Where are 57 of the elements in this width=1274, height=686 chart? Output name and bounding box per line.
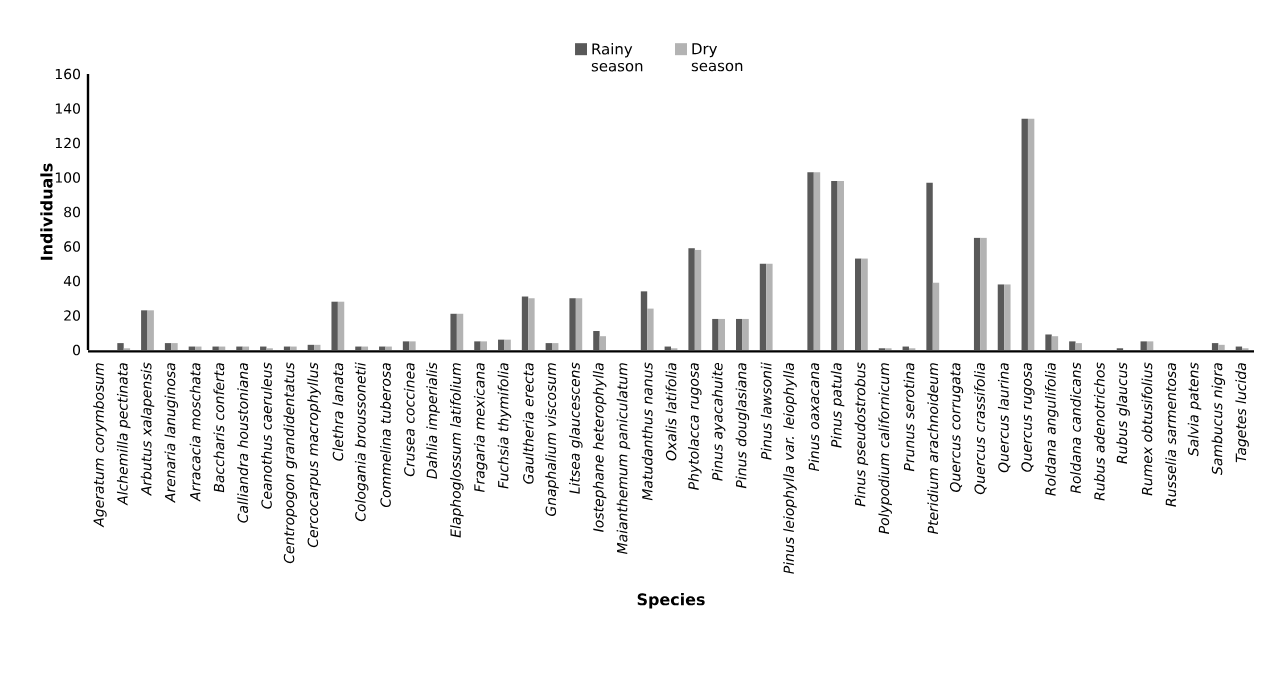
bar	[521, 296, 529, 350]
bar	[331, 301, 338, 350]
bar	[831, 180, 838, 350]
bar	[117, 343, 124, 350]
bar	[712, 318, 719, 350]
bar	[314, 344, 321, 350]
bar	[450, 313, 457, 350]
bar	[1051, 336, 1059, 350]
bar	[766, 263, 773, 350]
bar	[599, 336, 607, 350]
bar	[1021, 118, 1028, 350]
bar	[718, 318, 725, 350]
bar	[759, 263, 767, 350]
bar	[474, 341, 481, 350]
bar	[735, 318, 743, 350]
bar	[1146, 341, 1154, 350]
bar	[1140, 341, 1147, 350]
bar	[171, 343, 178, 350]
bar	[997, 284, 1005, 350]
bar	[575, 298, 583, 350]
bar	[1075, 343, 1082, 350]
bar	[545, 343, 553, 350]
bar	[647, 308, 654, 350]
bar	[932, 282, 940, 350]
bar	[409, 341, 416, 350]
bar	[1045, 334, 1052, 350]
bar	[307, 344, 315, 350]
bar	[1004, 284, 1011, 350]
bar	[498, 339, 505, 350]
bar	[854, 258, 862, 350]
bar	[980, 237, 987, 350]
bar	[1211, 343, 1219, 350]
bar	[973, 237, 981, 350]
bar	[837, 180, 844, 350]
bar	[141, 310, 148, 350]
bar	[402, 341, 410, 350]
bar	[926, 182, 933, 350]
bar	[147, 310, 154, 350]
bar	[640, 291, 648, 350]
bar	[813, 172, 821, 350]
bar	[861, 258, 868, 350]
bar	[456, 313, 464, 350]
bar	[1218, 344, 1225, 350]
bar	[504, 339, 511, 350]
bar	[528, 298, 535, 350]
bar	[569, 298, 576, 350]
bar	[742, 318, 749, 350]
bar	[1069, 341, 1076, 350]
bar	[1027, 118, 1035, 350]
bar	[164, 343, 172, 350]
bar	[552, 343, 559, 350]
bar	[480, 341, 488, 350]
bar	[807, 172, 814, 350]
bar	[694, 249, 702, 350]
bar	[337, 301, 345, 350]
bar	[593, 331, 600, 350]
bar	[688, 248, 695, 350]
